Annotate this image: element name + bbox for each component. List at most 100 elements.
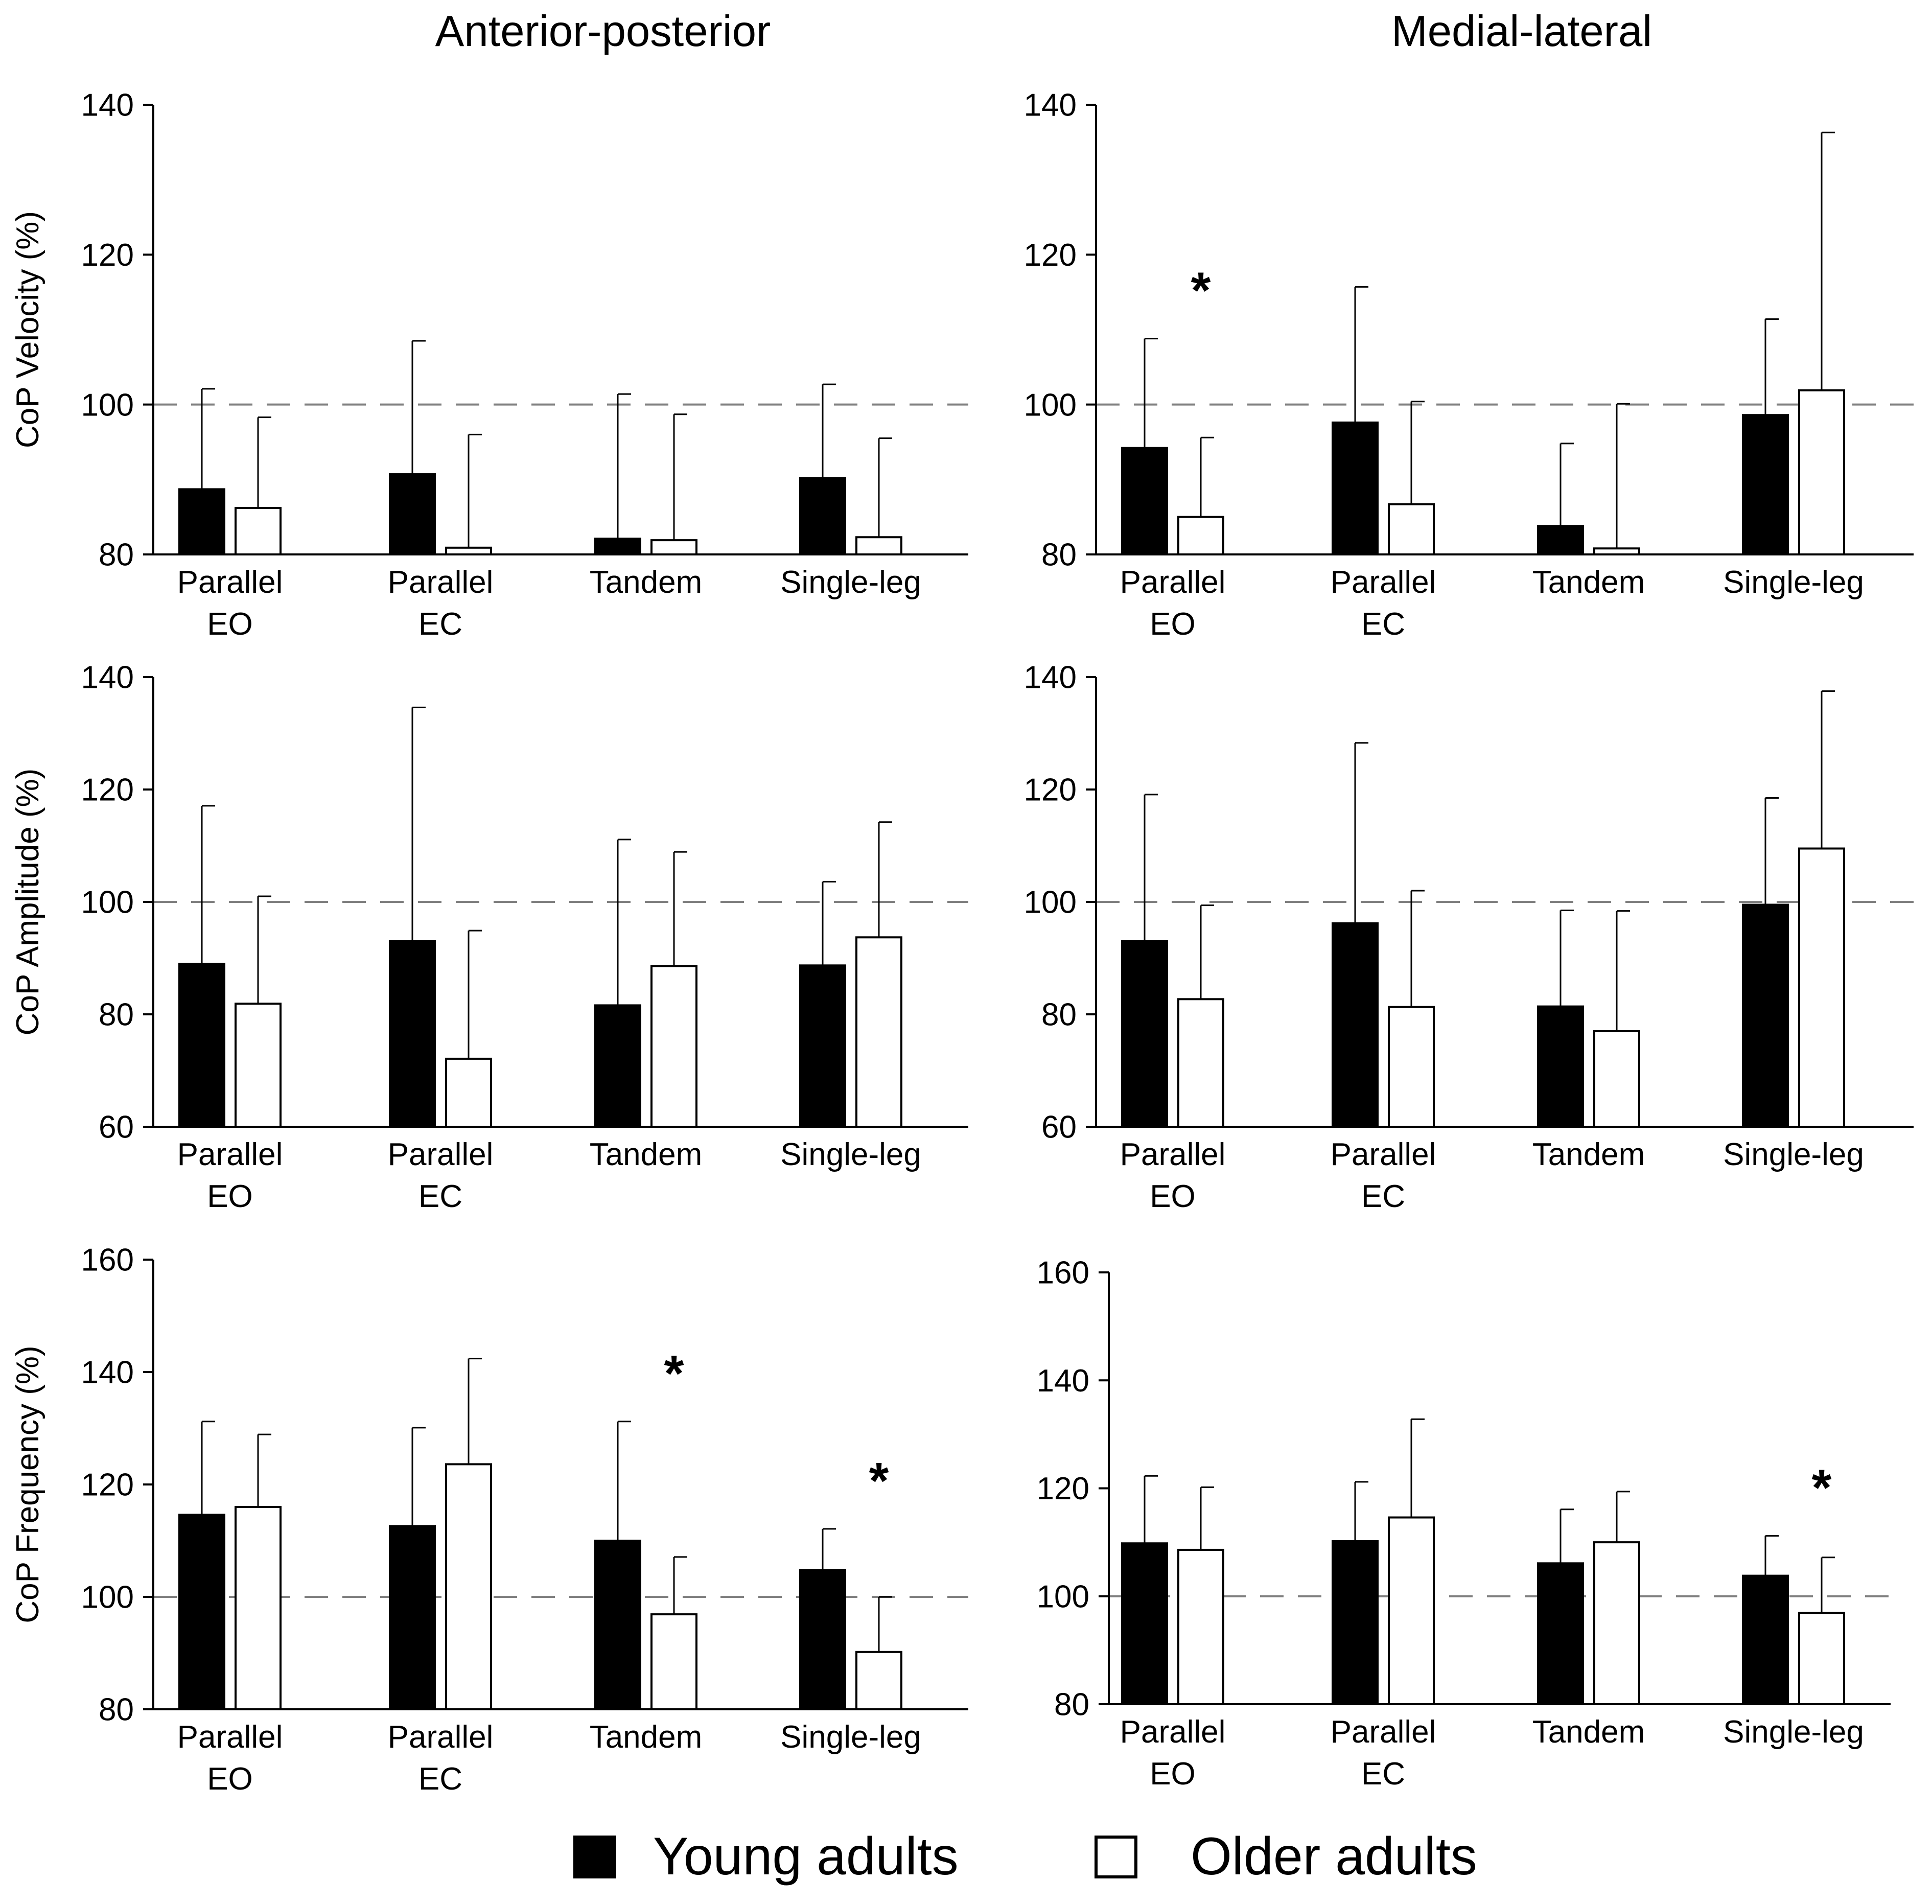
bar-young: [594, 538, 641, 555]
category-label: Parallel: [1120, 1714, 1226, 1750]
category-label: EC: [1361, 607, 1405, 642]
legend: Young adults Older adults: [573, 1827, 1477, 1886]
bar-young: [178, 963, 225, 1128]
bar-young: [178, 1514, 225, 1710]
category-label: EC: [418, 1179, 462, 1214]
legend-swatch-older: [1095, 1836, 1137, 1878]
category-label: EO: [1150, 607, 1196, 642]
y-tick-label: 160: [81, 1243, 134, 1278]
category-label: Tandem: [590, 1137, 703, 1172]
chart-panels: 80 100 120 140 CoP Velocity (%) Parallel EO Par…: [10, 88, 1914, 1797]
bar-older: [855, 936, 902, 1128]
category-label: EC: [1361, 1179, 1405, 1214]
significance-marker: *: [869, 1452, 889, 1510]
category-label: Tandem: [1532, 1714, 1645, 1750]
category-label: Single-leg: [780, 1137, 921, 1172]
significance-marker: *: [664, 1345, 684, 1402]
bar-young: [1537, 525, 1584, 556]
y-tick-label: 140: [1024, 660, 1077, 695]
bar-older: [235, 1003, 282, 1128]
bar-young: [799, 964, 846, 1128]
y-tick-label: 80: [1041, 997, 1077, 1033]
y-axis-label: CoP Velocity (%): [10, 211, 45, 448]
y-tick-label: 60: [1041, 1110, 1077, 1145]
y-axis-label: CoP Amplitude (%): [10, 769, 45, 1036]
y-tick-label: 100: [1037, 1579, 1089, 1614]
chart-panel-2: 80 100 120 140 Parallel EO Parallel EC Tandem Sin…: [1024, 88, 1914, 642]
y-tick-label: 120: [1037, 1471, 1089, 1506]
bar-older: [445, 1463, 492, 1710]
bar-older: [1177, 998, 1224, 1128]
bar-older: [650, 965, 697, 1128]
category-label: Parallel: [1120, 565, 1226, 600]
bar-older: [1388, 1006, 1435, 1128]
category-label: EO: [207, 1179, 253, 1214]
category-label: Parallel: [1331, 1137, 1436, 1172]
category-label: Single-leg: [1723, 1714, 1864, 1750]
bar-young: [799, 1569, 846, 1710]
y-tick-label: 140: [81, 1355, 134, 1390]
bar-older: [855, 536, 902, 556]
y-tick-label: 160: [1037, 1256, 1089, 1291]
category-label: EO: [207, 607, 253, 642]
y-tick-label: 80: [99, 1692, 134, 1728]
bar-young: [389, 1525, 436, 1710]
bar-young: [1332, 421, 1379, 555]
chart-panel-6: 80 100 120 140 160 Parallel EO Parallel EC Tandem…: [1037, 1256, 1891, 1792]
bar-young: [389, 940, 436, 1128]
y-tick-label: 140: [81, 88, 134, 123]
category-label: Parallel: [1331, 1714, 1436, 1750]
bar-young: [178, 488, 225, 556]
bar-young: [1121, 1542, 1168, 1706]
y-tick-label: 140: [81, 660, 134, 695]
chart-panel-5: 80 100 120 140 160 CoP Frequency (%) Parallel E…: [10, 1243, 968, 1797]
category-label: EC: [1361, 1756, 1405, 1792]
category-label: Single-leg: [780, 1720, 921, 1755]
bar-older: [1798, 389, 1845, 555]
category-label: Single-leg: [1723, 1137, 1864, 1172]
y-tick-label: 140: [1024, 88, 1077, 123]
category-label: Parallel: [388, 1720, 494, 1755]
y-tick-label: 80: [99, 538, 134, 573]
category-label: EO: [1150, 1179, 1196, 1214]
bar-older: [235, 1506, 282, 1710]
y-axis-label: CoP Frequency (%): [10, 1345, 45, 1623]
category-label: Parallel: [177, 565, 283, 600]
y-tick-label: 120: [81, 1468, 134, 1503]
chart-panel-4: 60 80 100 120 140 Parallel EO Parallel EC Tandem S…: [1024, 660, 1914, 1214]
category-label: EC: [418, 607, 462, 642]
bar-young: [1537, 1562, 1584, 1706]
y-tick-label: 80: [1041, 538, 1077, 573]
y-tick-label: 100: [1024, 387, 1077, 423]
bar-older: [235, 507, 282, 555]
bar-older: [1593, 1030, 1640, 1128]
column-title-ml: Medial-lateral: [1391, 7, 1652, 56]
bar-older: [650, 1613, 697, 1711]
bar-young: [1742, 414, 1789, 555]
bar-older: [650, 539, 697, 555]
column-title-ap: Anterior-posterior: [435, 7, 771, 56]
bar-older: [1798, 847, 1845, 1128]
category-label: Tandem: [590, 565, 703, 600]
legend-label-young: Young adults: [653, 1827, 959, 1886]
bar-young: [1537, 1005, 1584, 1128]
category-label: EO: [207, 1761, 253, 1797]
bar-older: [1177, 1548, 1224, 1706]
category-label: EC: [418, 1761, 462, 1797]
bar-young: [594, 1004, 641, 1128]
bar-young: [1332, 922, 1379, 1128]
bar-older: [1798, 1612, 1845, 1705]
category-label: Tandem: [1532, 565, 1645, 600]
y-tick-label: 60: [99, 1110, 134, 1145]
category-label: Parallel: [177, 1720, 283, 1755]
legend-label-older: Older adults: [1191, 1827, 1477, 1886]
legend-swatch-young: [573, 1836, 616, 1878]
bar-older: [1177, 516, 1224, 556]
bar-older: [855, 1651, 902, 1711]
bar-young: [389, 473, 436, 555]
category-label: Parallel: [1331, 565, 1436, 600]
bar-young: [1742, 1574, 1789, 1706]
bar-young: [1742, 903, 1789, 1128]
y-tick-label: 80: [1054, 1687, 1089, 1723]
bar-young: [1121, 447, 1168, 555]
